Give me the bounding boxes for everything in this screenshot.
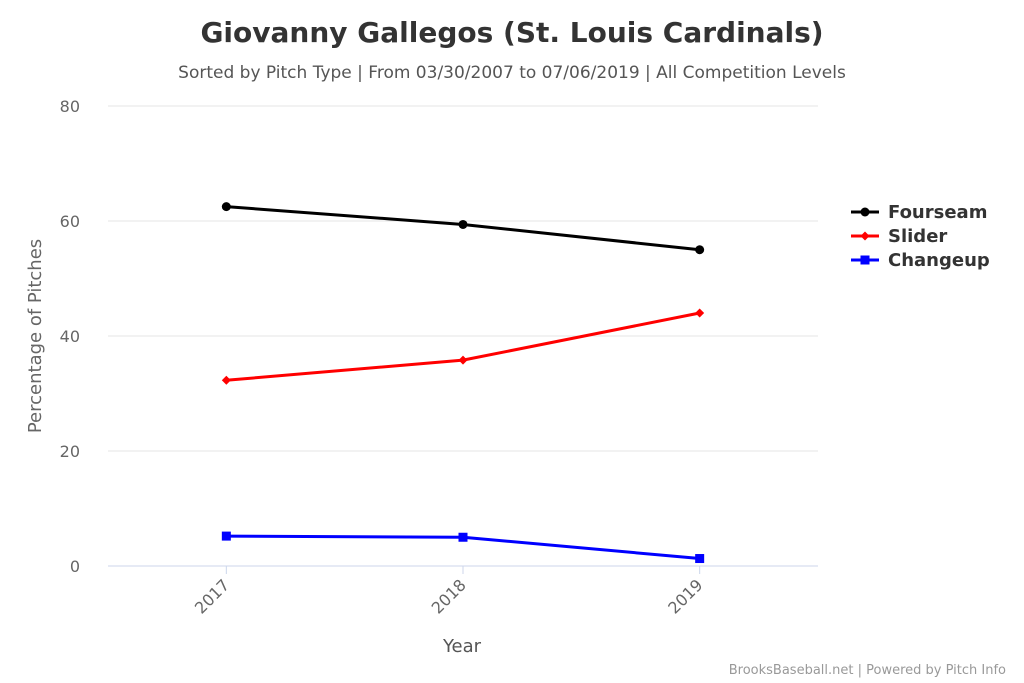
y-axis-ticks: 0 20 40 60 80 (60, 97, 80, 576)
data-point-changeup[interactable] (458, 532, 468, 542)
data-point-legend-slider (860, 231, 870, 241)
data-point-legend-changeup (860, 255, 870, 265)
x-axis-ticks: 2017 2018 2019 (191, 566, 706, 618)
y-tick-label: 0 (70, 557, 80, 576)
data-point-legend-fourseam (860, 207, 870, 217)
y-tick-label: 60 (60, 212, 80, 231)
chart-title: Giovanny Gallegos (St. Louis Cardinals) (200, 16, 823, 49)
y-tick-label: 20 (60, 442, 80, 461)
data-point-slider[interactable] (221, 375, 231, 385)
y-tick-label: 80 (60, 97, 80, 116)
legend-label: Changeup (888, 250, 990, 271)
x-tick-label: 2018 (428, 575, 470, 617)
x-axis-title: Year (442, 636, 482, 657)
chart-subtitle: Sorted by Pitch Type | From 03/30/2007 t… (178, 63, 846, 83)
series-lines (221, 202, 705, 564)
y-tick-label: 40 (60, 327, 80, 346)
chart-credits[interactable]: BrooksBaseball.net | Powered by Pitch In… (729, 663, 1006, 678)
legend-item-changeup[interactable]: Changeup (851, 250, 990, 271)
series-slider (221, 308, 705, 385)
data-point-changeup[interactable] (221, 531, 231, 541)
legend-item-fourseam[interactable]: Fourseam (851, 202, 987, 223)
legend: Fourseam Slider Changeup (851, 202, 990, 271)
y-axis-title: Percentage of Pitches (25, 239, 46, 433)
data-point-slider[interactable] (458, 355, 468, 365)
series-line-slider (224, 311, 702, 382)
x-tick-label: 2019 (664, 575, 706, 617)
series-fourseam (221, 202, 705, 255)
legend-label: Slider (888, 226, 947, 247)
legend-item-slider[interactable]: Slider (851, 226, 947, 247)
gridlines (108, 105, 818, 567)
data-point-fourseam[interactable] (458, 219, 468, 229)
legend-label: Fourseam (888, 202, 987, 223)
data-point-slider[interactable] (695, 308, 705, 318)
data-point-changeup[interactable] (695, 554, 705, 564)
data-point-fourseam[interactable] (695, 245, 705, 255)
x-tick-label: 2017 (191, 575, 233, 617)
data-point-fourseam[interactable] (221, 202, 231, 212)
series-changeup (221, 531, 705, 564)
